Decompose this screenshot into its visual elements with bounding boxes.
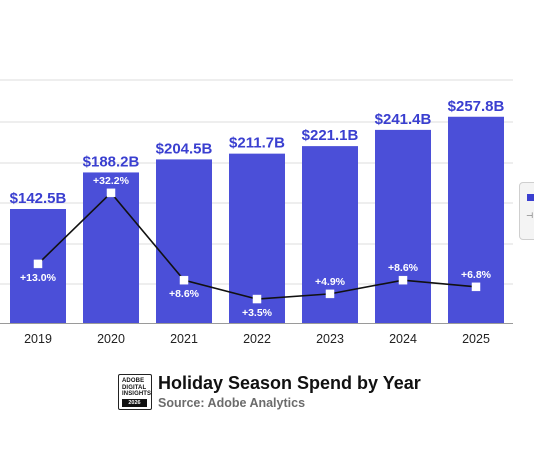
tick-label-2024: 2024: [389, 332, 417, 346]
growth-point-2021: [179, 275, 189, 285]
value-label-2023: $221.1B: [302, 127, 359, 144]
adobe-digital-insights-logo: ADOBE DIGITAL INSIGHTS 2026: [118, 374, 152, 410]
growth-label-2022: +3.5%: [242, 307, 273, 319]
value-label-2022: $211.7B: [229, 135, 285, 152]
growth-point-2020: [106, 188, 116, 198]
legend-swatch: [527, 194, 534, 201]
growth-point-2022: [252, 294, 262, 304]
value-labels: $142.5B $188.2B $204.5B $211.7B $221.1B $241.…: [10, 98, 505, 319]
growth-label-2020: +32.2%: [93, 175, 130, 187]
logo-year: 2026: [122, 399, 147, 407]
chart-title: Holiday Season Spend by Year: [158, 373, 421, 393]
growth-label-2019: +13.0%: [20, 272, 57, 284]
bar-series: [10, 116, 504, 323]
tick-label-2019: 2019: [24, 332, 52, 346]
x-axis-ticks: 2019 2020 2021 2022 2023 2024 2025: [24, 332, 490, 346]
growth-label-2023: +4.9%: [315, 276, 346, 288]
value-label-2019: $142.5B: [10, 190, 67, 207]
logo-text: ADOBE DIGITAL INSIGHTS: [122, 378, 152, 397]
tick-label-2021: 2021: [170, 332, 198, 346]
growth-point-2023: [325, 289, 335, 299]
value-label-2025: $257.8B: [448, 98, 505, 115]
chart-source: Source: Adobe Analytics: [158, 396, 306, 410]
tick-label-2023: 2023: [316, 332, 344, 346]
expand-icon[interactable]: ⊣: [526, 211, 533, 220]
bar-2024: [375, 129, 431, 323]
tick-label-2022: 2022: [243, 332, 271, 346]
growth-point-2025: [471, 282, 481, 292]
tick-label-2020: 2020: [97, 332, 125, 346]
legend-toggle-widget[interactable]: ⊣: [519, 182, 534, 240]
tick-label-2025: 2025: [462, 332, 490, 346]
value-label-2024: $241.4B: [375, 111, 432, 128]
value-label-2021: $204.5B: [156, 140, 213, 157]
growth-label-2024: +8.6%: [388, 262, 419, 274]
growth-point-2019: [33, 259, 43, 269]
growth-point-2024: [398, 275, 408, 285]
chart-footer: ADOBE DIGITAL INSIGHTS 2026 Holiday Season…: [118, 373, 448, 414]
bar-2021: [156, 159, 212, 323]
value-label-2020: $188.2B: [83, 153, 140, 170]
bar-2025: [448, 116, 504, 323]
growth-line-series: [33, 188, 481, 304]
growth-label-2025: +6.8%: [461, 269, 492, 281]
growth-label-2021: +8.6%: [169, 288, 200, 300]
bar-2020: [83, 172, 139, 323]
